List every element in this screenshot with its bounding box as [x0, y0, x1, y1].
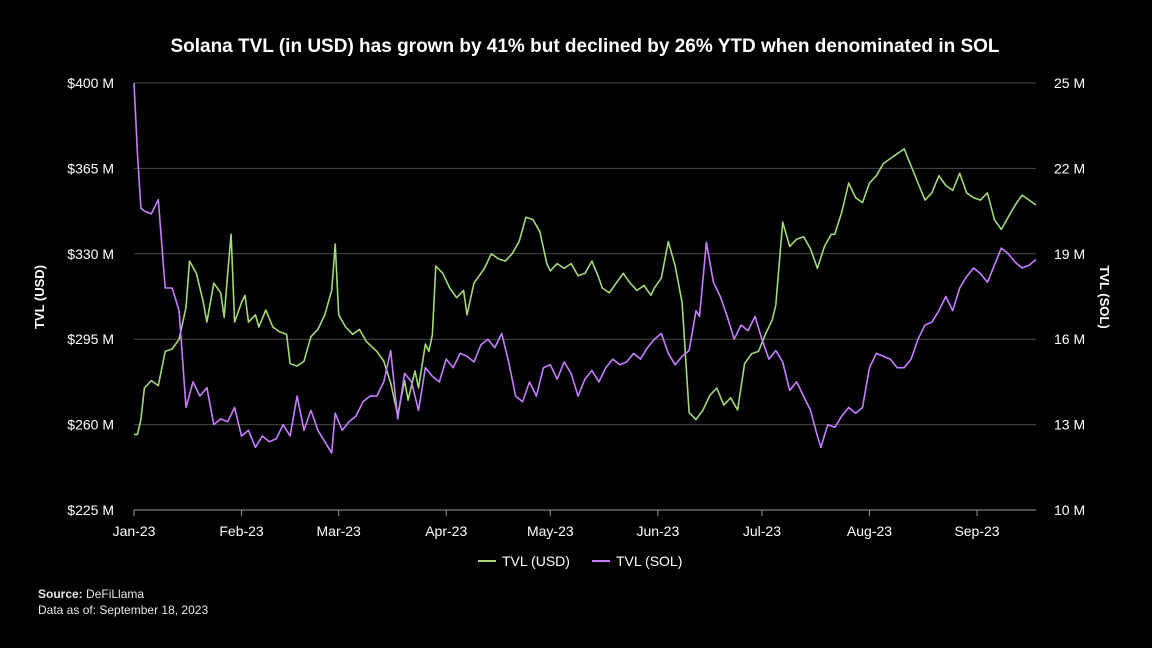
x-tick-label: Apr-23: [425, 523, 467, 539]
source-line: Source: DeFiLlama: [38, 586, 208, 602]
y-axis-label-left: TVL (USD): [32, 265, 47, 329]
series-line-tvl-usd: [134, 148, 1037, 436]
date-value: September 18, 2023: [99, 603, 209, 617]
y-left-tick-label: $330 M: [67, 246, 114, 262]
y-right-tick-label: 13 M: [1054, 417, 1085, 433]
y-left-tick-label: $365 M: [67, 160, 114, 176]
y-axis-label-right: TVL (SOL): [1097, 265, 1112, 328]
date-line: Data as of: September 18, 2023: [38, 602, 208, 618]
x-tick-label: May-23: [527, 523, 574, 539]
x-tick-label: Jun-23: [636, 523, 679, 539]
x-tick-label: Jul-23: [743, 523, 781, 539]
x-tick-label: Aug-23: [847, 523, 892, 539]
x-tick-label: Mar-23: [317, 523, 362, 539]
y-right-tick-label: 25 M: [1054, 75, 1085, 91]
series-layer: [133, 82, 1037, 454]
source-note: Source: DeFiLlama Data as of: September …: [38, 586, 208, 618]
legend-label: TVL (USD): [502, 553, 570, 569]
source-value: DeFiLlama: [86, 587, 145, 601]
axes: $225 M $260 M $295 M $330 M $365 M $400 M 10 M…: [67, 75, 1085, 539]
legend-label: TVL (SOL): [616, 553, 682, 569]
chart-title: Solana TVL (in USD) has grown by 41% but…: [170, 36, 999, 57]
legend: TVL (USD) TVL (SOL): [478, 553, 682, 569]
x-tick-label: Jan-23: [113, 523, 156, 539]
y-right-tick-label: 22 M: [1054, 160, 1085, 176]
x-tick-label: Sep-23: [954, 523, 999, 539]
y-right-tick-label: 19 M: [1054, 246, 1085, 262]
series-line-tvl-sol: [133, 82, 1037, 454]
y-left-tick-label: $295 M: [67, 331, 114, 347]
source-label: Source:: [38, 587, 83, 601]
y-right-tick-label: 10 M: [1054, 502, 1085, 518]
y-left-tick-label: $225 M: [67, 502, 114, 518]
x-tick-label: Feb-23: [219, 523, 264, 539]
y-left-tick-label: $260 M: [67, 417, 114, 433]
date-label: Data as of:: [38, 603, 97, 617]
y-left-tick-label: $400 M: [67, 75, 114, 91]
grid: [134, 82, 1036, 511]
y-right-tick-label: 16 M: [1054, 331, 1085, 347]
